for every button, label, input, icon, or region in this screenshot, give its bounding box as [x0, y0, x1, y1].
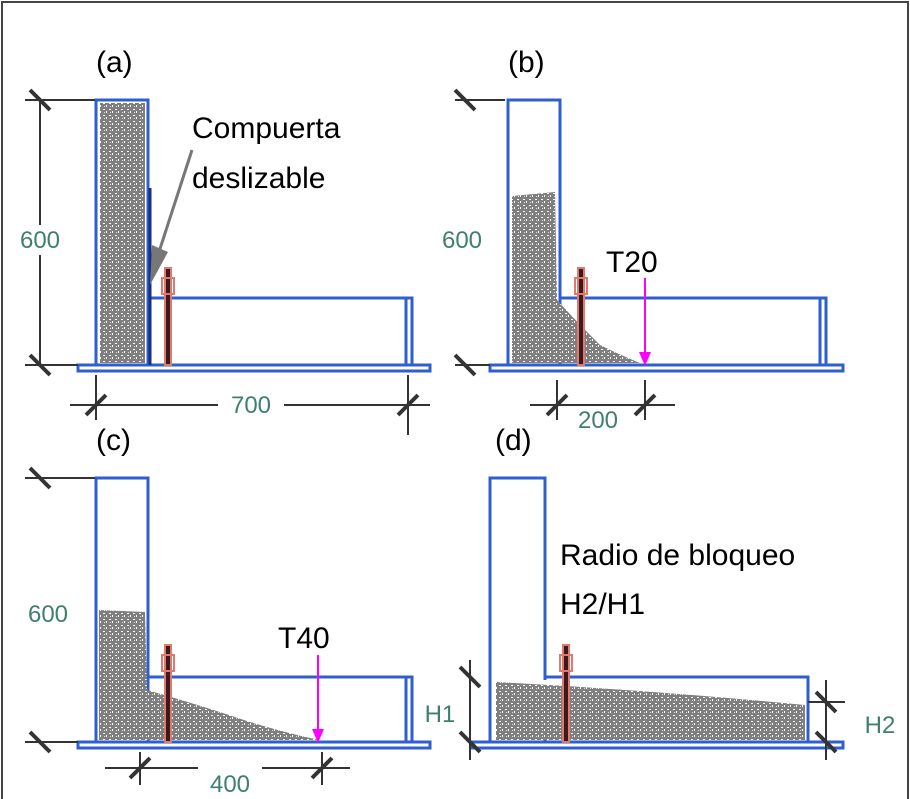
time-label: T40	[278, 622, 330, 655]
panel-label: (d)	[495, 424, 532, 457]
panel-label: (b)	[508, 46, 545, 79]
gate-label: deslizable	[192, 162, 325, 195]
length-dim: 700	[231, 392, 271, 419]
panel-label: (c)	[96, 424, 131, 457]
panel-b: (b) T20 600 200	[442, 46, 843, 434]
flow-dim: 400	[210, 771, 250, 798]
l-box-diagram: (a) Compuerta deslizable 600 700 (b) T20	[0, 0, 910, 799]
panel-d: (d) Radio de bloqueo H2/H1 H2	[460, 424, 895, 760]
time-label: T20	[606, 246, 658, 279]
height-dim: 600	[20, 227, 60, 254]
ratio-label: Radio de bloqueo	[560, 539, 795, 572]
height-dim: 600	[442, 227, 482, 254]
panel-label: (a)	[96, 46, 133, 79]
h1-label: H1	[425, 701, 456, 728]
panel-c: (c) T40 600 400 H1	[25, 424, 455, 798]
height-dim: 600	[28, 601, 68, 628]
gate-label: Compuerta	[192, 112, 341, 145]
h2-label: H2	[865, 712, 896, 739]
panel-a: (a) Compuerta deslizable 600 700	[15, 46, 430, 435]
ratio-label: H2/H1	[560, 588, 645, 621]
flow-dim: 200	[578, 407, 618, 434]
